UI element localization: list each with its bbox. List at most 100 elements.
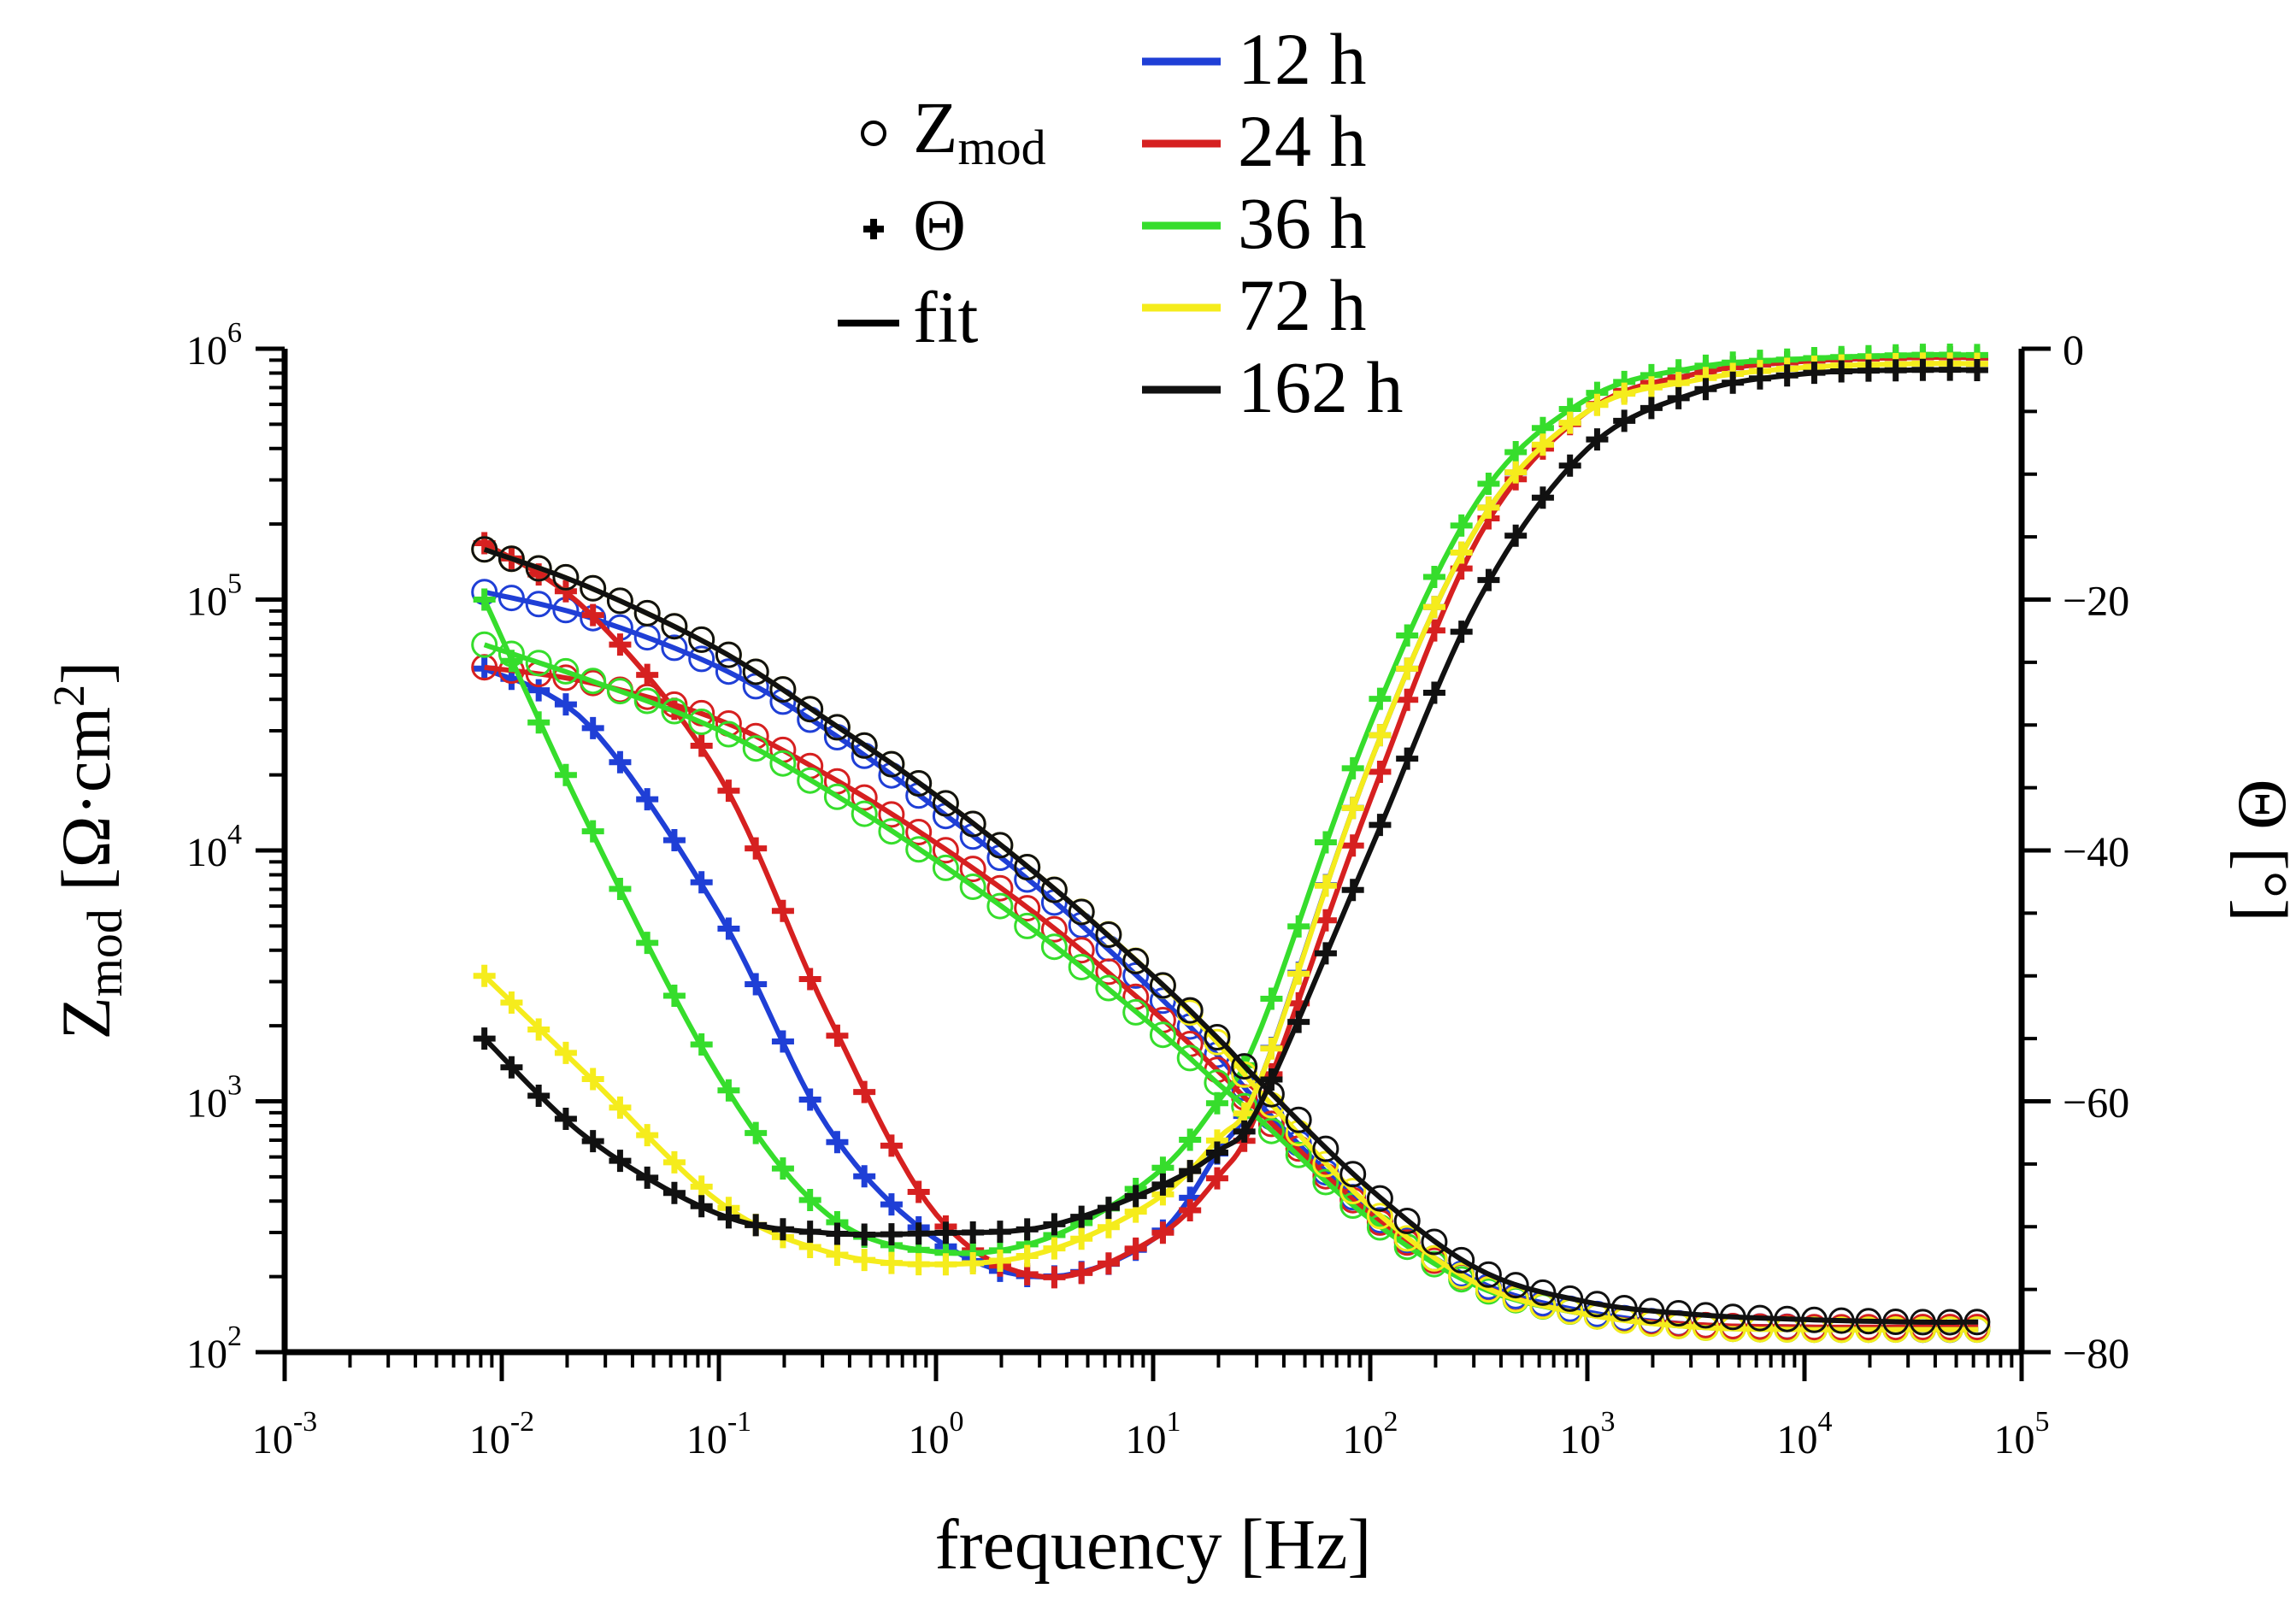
legend-circle-symbol [861,121,886,146]
y-left-axis-title-part: Z [47,997,125,1039]
x-tick-label-part: -2 [510,1406,534,1438]
zmod-marker [1448,1246,1475,1274]
zmod-marker [1095,974,1122,1002]
legend-series-label-part: 36 h [1238,182,1367,264]
legend-cross-symbol [863,219,884,239]
y-left-tick-label: 103 [186,1070,242,1127]
x-tick-label-part: 10 [1126,1417,1167,1462]
zmod-marker [851,784,878,811]
zmod-marker [688,626,715,653]
zmod-marker [1393,1208,1421,1234]
y-left-tick-label: 106 [186,317,242,374]
legend-marker-label-part: Z [913,86,958,168]
x-tick-label-part: 3 [1601,1406,1616,1438]
y-left-tick-label-part: 10 [186,1332,227,1377]
zmod-marker [1475,1276,1502,1303]
x-tick-label: 103 [1560,1406,1616,1462]
theta-fit-line [483,354,1979,1280]
y-left-tick-label-part: 10 [186,328,227,374]
zmod-marker [1149,1021,1176,1049]
legend-marker-label-part: mod [958,120,1046,175]
x-tick-label-part: 10 [252,1417,293,1462]
zmod-marker [769,676,797,703]
y-right-axis-title-part: Θ [°] [2224,779,2296,921]
legend-series-label-part: 162 h [1238,346,1404,428]
zmod-marker [1068,954,1095,980]
zmod-marker [1502,1272,1529,1299]
zmod-marker [661,697,688,725]
y-left-tick-label: 104 [186,819,242,875]
legend-series-label: 12 h [1238,18,1367,100]
zmod-marker [1312,1150,1339,1178]
zmod-marker [661,634,688,662]
zmod-marker [1014,895,1041,922]
zmod-marker [959,874,986,900]
y-right-tick-label: −60 [2063,1079,2129,1127]
zmod-marker [1448,1262,1475,1289]
zmod-marker [688,645,715,673]
zmod-marker [1257,1110,1285,1138]
zmod-marker [1312,1168,1339,1196]
zmod-marker [715,658,742,685]
x-tick-label-part: 10 [1560,1417,1601,1462]
zmod-marker [552,563,580,591]
zmod-marker [1095,921,1122,948]
x-tick-label: 10-3 [252,1406,317,1462]
legend-marker-label: Zmod [913,86,1046,175]
zmod-marker [1068,898,1095,926]
zmod-marker [905,836,933,863]
zmod-marker [715,641,742,668]
legend-series-label: 72 h [1238,264,1367,346]
zmod-marker [1122,998,1150,1026]
zmod-marker [1204,1024,1231,1050]
x-tick-label-part: 10 [1343,1417,1384,1462]
zmod-marker [851,732,878,759]
data-layer [471,344,1991,1344]
y-right-axis-title: Θ [°] [2224,779,2296,921]
x-tick-label-part: 10 [909,1417,950,1462]
zmod-marker [1149,972,1176,999]
zmod-marker [932,854,959,881]
y-left-tick-label: 102 [186,1321,242,1377]
zmod-marker [1366,1185,1393,1212]
x-tick-label-part: 0 [950,1406,964,1438]
zmod-marker [661,613,688,640]
zmod-marker [1231,1053,1258,1080]
y-right-tick-label: −40 [2063,827,2129,875]
zmod-marker [497,545,525,573]
zmod-marker [823,714,851,741]
y-left-axis-title-part: ] [47,662,125,685]
theta-fit-line [482,367,1979,1238]
legend-series-label: 36 h [1238,182,1367,264]
zmod-marker [688,709,715,735]
x-tick-label: 104 [1777,1406,1833,1462]
zmod-marker [1095,958,1122,985]
zmod-marker [525,650,552,677]
theta-fit-line [481,352,1979,1256]
zmod-marker [1122,962,1150,989]
zmod-marker [797,696,824,723]
y-right-tick-label-part: −60 [2063,1079,2129,1127]
x-tick-label: 102 [1343,1406,1398,1462]
zmod-marker [932,837,959,864]
y-left-tick-label-part: 2 [227,1321,242,1352]
zmod-fit-line [483,546,1979,1332]
x-tick-label: 101 [1126,1406,1181,1462]
x-tick-label-part: -3 [293,1406,317,1438]
y-left-tick-label-part: 10 [186,830,227,875]
theta-fit-line [483,354,1979,1280]
zmod-marker [606,678,633,705]
legend-series-label: 162 h [1238,346,1404,428]
legend-series-label-part: 24 h [1238,100,1367,182]
zmod-marker [1285,1141,1312,1168]
y-right-tick-label-part: 0 [2063,326,2084,374]
zmod-marker [742,735,769,762]
theta-marker [473,588,496,611]
legend-series-label-part: 72 h [1238,264,1367,346]
zmod-marker [633,687,661,715]
y-left-tick-label-part: 5 [227,568,242,600]
zmod-marker [1475,1261,1502,1288]
zmod-marker [959,856,986,883]
y-left-tick-label: 105 [186,568,242,625]
